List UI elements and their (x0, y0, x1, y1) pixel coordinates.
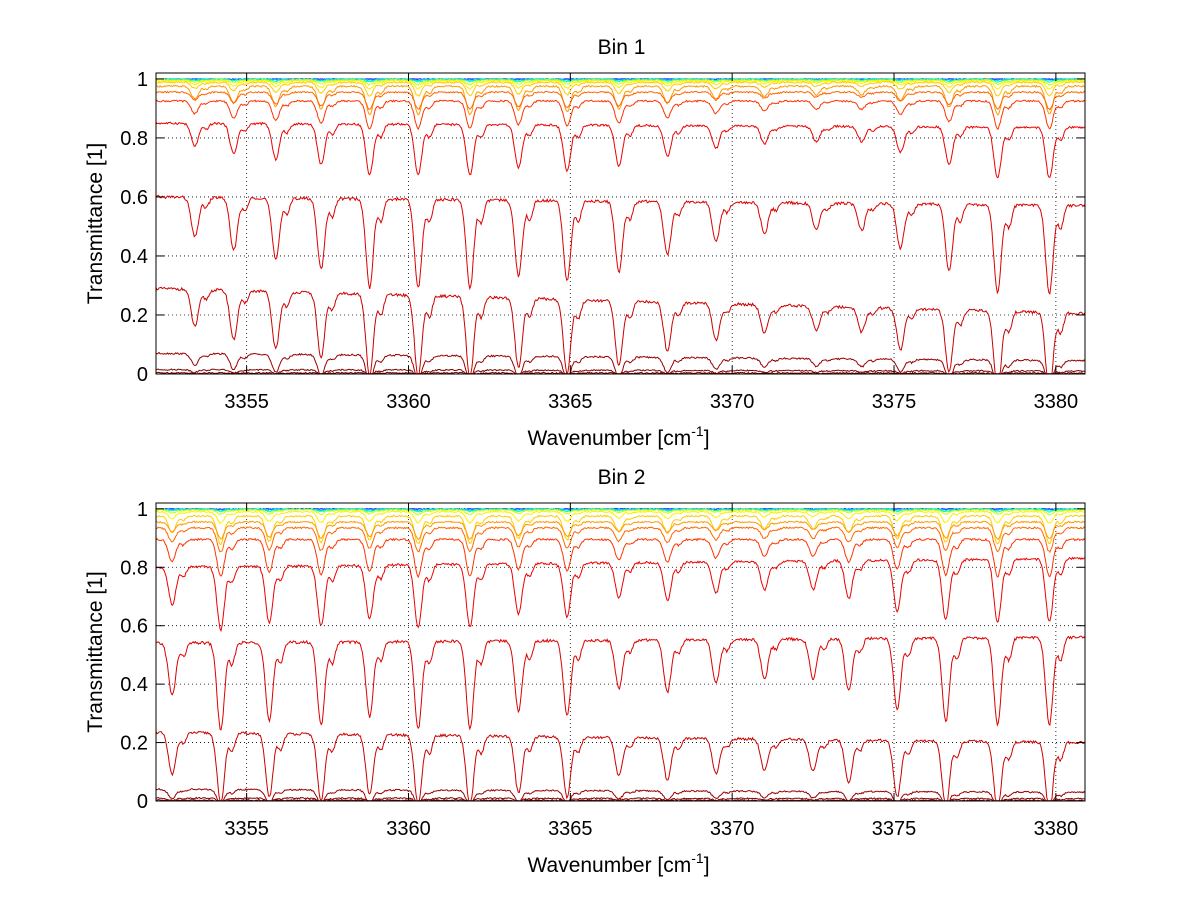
series-line (156, 79, 1085, 91)
series-line (156, 537, 1085, 579)
x-tick-label: 3355 (224, 818, 269, 840)
series-line (156, 787, 1085, 801)
y-tick-label: 0 (137, 364, 148, 386)
y-tick-label: 0.8 (120, 557, 148, 579)
series-line (156, 90, 1085, 111)
x-tick-label: 3375 (872, 391, 917, 413)
y-tick-label: 0.6 (120, 616, 148, 638)
series-line (156, 556, 1085, 633)
y-tick-label: 0.4 (120, 246, 148, 268)
y-tick-label: 0.6 (120, 187, 148, 209)
chart-title: Bin 2 (598, 466, 646, 489)
y-tick-label: 0.8 (120, 128, 148, 150)
x-tick-label: 3355 (224, 391, 269, 413)
x-tick-label: 3370 (710, 391, 755, 413)
x-tick-label: 3375 (872, 818, 917, 840)
series-line (156, 508, 1085, 516)
series-line (156, 78, 1085, 86)
y-tick-label: 1 (137, 69, 148, 91)
x-axis-label: Wavenumber [cm-1] (527, 423, 709, 450)
x-tick-label: 3380 (1034, 391, 1079, 413)
series-group (156, 508, 1085, 801)
x-tick-label: 3380 (1034, 818, 1079, 840)
series-line (156, 99, 1085, 131)
y-axis-label: Transmittance [1] (84, 143, 107, 304)
series-line (156, 194, 1085, 295)
y-axis-label: Transmittance [1] (84, 571, 107, 732)
chart-panel-1: 3355 3360 3365 3370 3375 3380 0 0.2 0.4 0.6 0.8 1 Bi… (84, 36, 1086, 450)
series-line (156, 635, 1085, 731)
y-tick-label: 0.2 (120, 733, 148, 755)
series-line (156, 510, 1085, 525)
x-tick-label: 3365 (548, 818, 593, 840)
chart-title: Bin 1 (598, 36, 646, 59)
series-line (156, 796, 1085, 801)
series-line (156, 286, 1085, 374)
series-line (156, 730, 1085, 801)
x-tick-label: 3365 (548, 391, 593, 413)
axes-box (155, 502, 1086, 802)
x-tick-label: 3370 (710, 818, 755, 840)
y-tick-label: 0.4 (120, 674, 148, 696)
y-tick-label: 0.2 (120, 305, 148, 327)
series-line (156, 84, 1085, 116)
x-tick-label: 3360 (386, 391, 431, 413)
chart-panel-2: 3355 3360 3365 3370 3375 3380 0 0.2 0.4 0.6 0.8 1 Bi… (84, 466, 1086, 877)
series-line (156, 121, 1085, 179)
x-tick-label: 3360 (386, 818, 431, 840)
axes-box (155, 72, 1086, 375)
x-axis-label: Wavenumber [cm-1] (527, 850, 709, 877)
y-tick-label: 0 (137, 791, 148, 813)
series-line (156, 520, 1085, 541)
y-tick-label: 1 (137, 499, 148, 521)
series-line (156, 81, 1085, 97)
series-line (156, 526, 1085, 554)
series-group (156, 78, 1085, 374)
